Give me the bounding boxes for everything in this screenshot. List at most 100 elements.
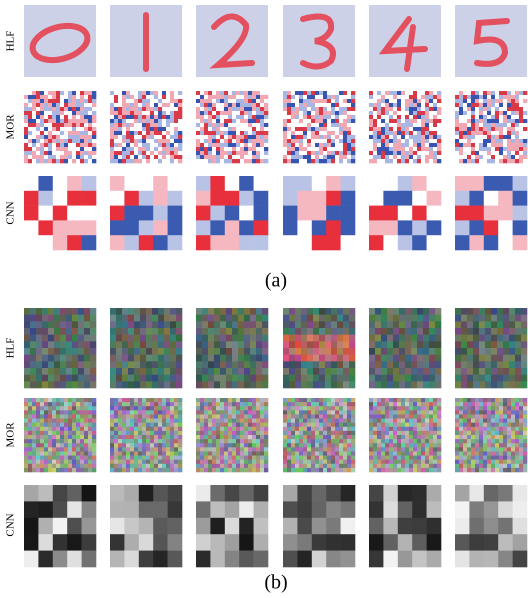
noise-cell bbox=[369, 123, 373, 127]
noise-cell bbox=[228, 115, 232, 119]
noise-cell bbox=[467, 119, 471, 123]
noise-cell bbox=[114, 431, 118, 435]
feature-cell bbox=[326, 551, 341, 568]
blur-cell bbox=[349, 335, 355, 342]
noise-cell bbox=[369, 143, 373, 147]
noise-cell bbox=[343, 464, 347, 468]
noise-cell bbox=[471, 135, 475, 139]
blur-cell bbox=[509, 341, 515, 348]
blur-cell bbox=[90, 308, 96, 315]
noise-cell bbox=[142, 95, 146, 99]
noise-cell bbox=[315, 443, 319, 447]
noise-cell bbox=[475, 398, 479, 402]
noise-cell bbox=[303, 419, 307, 423]
noise-cell bbox=[393, 468, 397, 472]
noise-cell bbox=[393, 427, 397, 431]
noise-cell bbox=[208, 410, 212, 414]
noise-cell bbox=[92, 443, 96, 447]
noise-cell bbox=[347, 155, 351, 159]
blur-cell bbox=[84, 368, 90, 375]
noise-cell bbox=[413, 159, 417, 163]
noise-cell bbox=[216, 99, 220, 103]
noise-cell bbox=[264, 431, 268, 435]
noise-cell bbox=[178, 95, 182, 99]
noise-cell bbox=[373, 131, 377, 135]
noise-cell bbox=[519, 431, 523, 435]
noise-cell bbox=[433, 115, 437, 119]
feature-cell bbox=[455, 220, 470, 235]
noise-cell bbox=[455, 99, 459, 103]
noise-cell bbox=[52, 131, 56, 135]
noise-cell bbox=[236, 119, 240, 123]
noise-cell bbox=[455, 139, 459, 143]
noise-cell bbox=[429, 131, 433, 135]
noise-cell bbox=[483, 435, 487, 439]
feature-cell bbox=[239, 501, 254, 518]
noise-cell bbox=[162, 139, 166, 143]
noise-cell bbox=[429, 456, 433, 460]
noise-cell bbox=[397, 111, 401, 115]
feature-cell bbox=[196, 518, 211, 535]
feature-cell bbox=[196, 551, 211, 568]
blur-cell bbox=[491, 321, 497, 328]
noise-cell bbox=[491, 115, 495, 119]
noise-cell bbox=[260, 135, 264, 139]
noise-cell bbox=[204, 123, 208, 127]
noise-cell bbox=[511, 111, 515, 115]
noise-cell bbox=[499, 159, 503, 163]
noise-cell bbox=[88, 107, 92, 111]
noise-cell bbox=[491, 439, 495, 443]
noise-cell bbox=[495, 443, 499, 447]
noise-cell bbox=[134, 398, 138, 402]
noise-cell bbox=[52, 143, 56, 147]
noise-cell bbox=[413, 406, 417, 410]
noise-cell bbox=[170, 398, 174, 402]
blur-cell bbox=[208, 341, 214, 348]
noise-cell bbox=[240, 410, 244, 414]
noise-cell bbox=[28, 155, 32, 159]
noise-cell bbox=[455, 95, 459, 99]
noise-cell bbox=[146, 131, 150, 135]
blur-cell bbox=[429, 355, 435, 362]
blur-cell bbox=[262, 368, 268, 375]
noise-cell bbox=[397, 419, 401, 423]
noise-cell bbox=[421, 451, 425, 455]
blur-cell bbox=[42, 348, 48, 355]
noise-cell bbox=[142, 431, 146, 435]
noise-cell bbox=[52, 123, 56, 127]
noise-cell bbox=[299, 451, 303, 455]
noise-cell bbox=[88, 443, 92, 447]
noise-cell bbox=[335, 143, 339, 147]
blur-cell bbox=[491, 375, 497, 382]
noise-cell bbox=[455, 123, 459, 127]
blur-cell bbox=[24, 335, 30, 342]
noise-cell bbox=[200, 460, 204, 464]
noise-cell bbox=[158, 414, 162, 418]
noise-cell bbox=[126, 119, 130, 123]
noise-cell bbox=[421, 131, 425, 135]
noise-cell bbox=[405, 115, 409, 119]
blur-cell bbox=[232, 321, 238, 328]
noise-cell bbox=[146, 427, 150, 431]
noise-cell bbox=[110, 419, 114, 423]
blur-cell bbox=[479, 355, 485, 362]
noise-cell bbox=[381, 143, 385, 147]
noise-cell bbox=[475, 115, 479, 119]
noise-cell bbox=[52, 414, 56, 418]
noise-cell bbox=[437, 119, 441, 123]
noise-cell bbox=[166, 427, 170, 431]
noise-cell bbox=[162, 127, 166, 131]
noise-cell bbox=[455, 435, 459, 439]
blur-cell bbox=[256, 361, 262, 368]
noise-cell bbox=[150, 159, 154, 163]
noise-cell bbox=[373, 95, 377, 99]
noise-cell bbox=[397, 451, 401, 455]
feature-cell bbox=[82, 191, 97, 206]
noise-cell bbox=[244, 135, 248, 139]
noise-cell bbox=[110, 427, 114, 431]
blur-cell bbox=[497, 328, 503, 335]
noise-cell bbox=[389, 414, 393, 418]
blur-cell bbox=[238, 355, 244, 362]
noise-cell bbox=[421, 447, 425, 451]
noise-cell bbox=[52, 147, 56, 151]
